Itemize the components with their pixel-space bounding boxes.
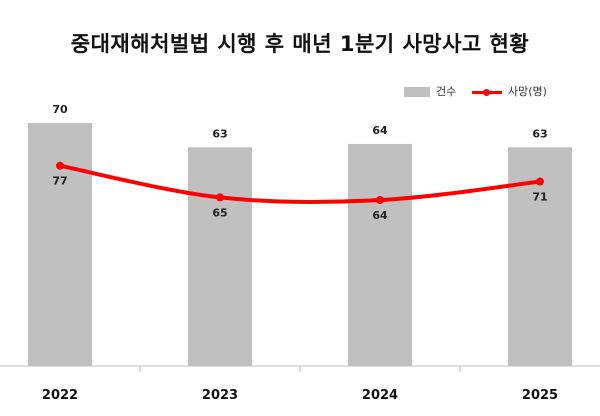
line-point — [536, 177, 544, 186]
legend-swatch-bar — [404, 87, 430, 97]
bar-value-label: 63 — [532, 127, 547, 140]
line-point — [216, 193, 224, 202]
line-value-label: 77 — [52, 175, 67, 188]
bar — [188, 147, 252, 366]
bar-value-label: 63 — [212, 127, 227, 140]
legend-label-line: 사망(명) — [508, 85, 547, 98]
line-series-path — [58, 163, 542, 204]
bar-value-label: 70 — [52, 103, 68, 116]
legend-label-bar: 건수 — [436, 85, 457, 98]
line-value-label: 71 — [532, 191, 547, 204]
bar-value-label: 64 — [372, 124, 388, 137]
bar — [348, 143, 412, 366]
line-point — [376, 196, 384, 205]
line-value-label: 65 — [212, 206, 227, 219]
line-value-label: 64 — [372, 209, 388, 222]
x-tick-label: 2022 — [42, 388, 78, 403]
chart-title: 중대재해처벌법 시행 후 매년 1분기 사망사고 현황 — [70, 32, 530, 56]
x-tick-label: 2024 — [362, 388, 398, 403]
legend-swatch-dot — [483, 89, 490, 96]
x-tick-label: 2023 — [202, 388, 238, 403]
line-point — [56, 161, 64, 170]
x-tick-label: 2025 — [522, 388, 558, 403]
bar — [28, 123, 92, 366]
